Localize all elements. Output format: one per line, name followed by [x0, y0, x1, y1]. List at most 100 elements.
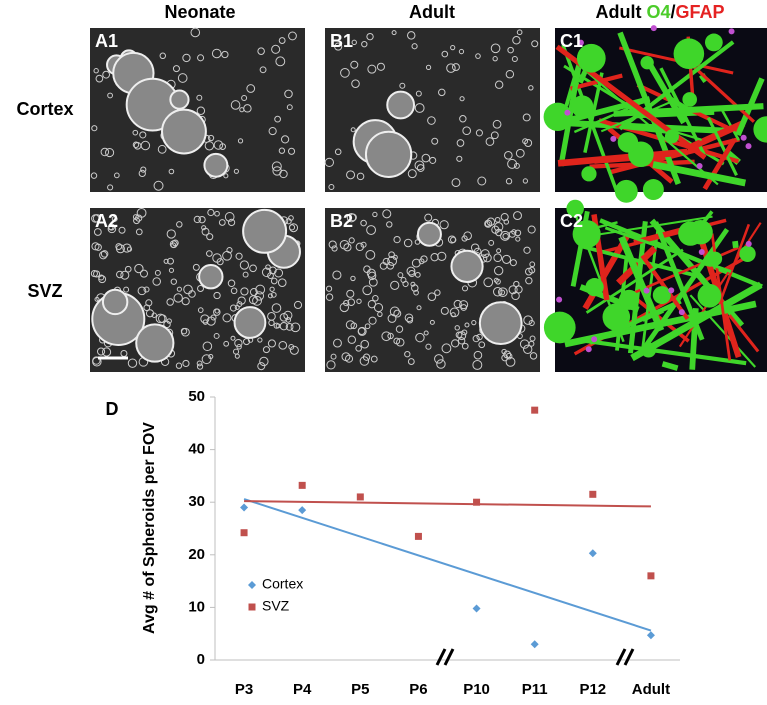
cell	[492, 56, 498, 62]
cell	[340, 68, 350, 78]
cell	[488, 239, 495, 246]
cell	[118, 226, 126, 234]
cell	[367, 64, 377, 74]
cell	[415, 332, 425, 343]
cell	[114, 172, 120, 179]
cell	[286, 104, 293, 111]
cell-body	[566, 199, 584, 218]
cell	[275, 323, 281, 329]
cell	[515, 148, 525, 158]
cell	[183, 284, 193, 295]
stain-prefix: Adult	[595, 2, 641, 22]
point	[356, 493, 364, 501]
cell	[498, 287, 508, 298]
y-tick-label: 50	[188, 388, 205, 405]
process	[618, 235, 665, 332]
cell	[505, 352, 513, 360]
cell-body	[571, 95, 594, 118]
cell	[190, 27, 201, 38]
process	[661, 361, 679, 371]
point	[530, 640, 539, 649]
process	[728, 314, 760, 353]
cell	[154, 269, 161, 276]
cell	[111, 216, 118, 222]
cell-body	[640, 56, 654, 70]
cell	[262, 346, 270, 354]
cell	[123, 286, 130, 293]
cell-body	[642, 179, 664, 201]
process	[582, 338, 747, 366]
cell	[360, 219, 367, 227]
point	[248, 581, 256, 589]
nucleus	[668, 287, 675, 294]
x-tick-label: P12	[579, 681, 606, 698]
cell	[255, 284, 266, 295]
cell	[451, 339, 460, 348]
cell	[278, 147, 286, 154]
cell	[213, 291, 221, 300]
cell	[175, 362, 183, 369]
cell	[206, 233, 214, 241]
cell	[522, 344, 533, 355]
cell	[207, 208, 215, 217]
cell	[413, 289, 419, 296]
cell	[332, 270, 342, 280]
cell	[450, 236, 457, 244]
nucleus	[610, 135, 617, 142]
cell	[98, 275, 107, 284]
cell	[515, 236, 521, 242]
cell	[171, 239, 179, 247]
cell	[163, 320, 171, 329]
cell-body	[739, 245, 756, 262]
process	[585, 248, 684, 314]
cell	[366, 32, 374, 41]
cell	[287, 147, 296, 155]
cell	[143, 286, 150, 293]
cell	[182, 53, 191, 63]
cell	[324, 157, 335, 168]
cell	[351, 79, 360, 88]
cell	[463, 231, 472, 241]
cell	[411, 43, 418, 50]
cell	[267, 293, 273, 299]
chart: 0 10 20 30 40 50 P3 P4 P5 P6 P10 P11 P12 Adult Cortex S…	[188, 388, 680, 698]
cell	[507, 46, 514, 54]
stain-separator: /	[670, 2, 675, 22]
cell-body	[585, 278, 604, 297]
cell	[403, 238, 413, 248]
cell	[424, 213, 433, 222]
cell	[105, 148, 115, 158]
cell-body	[682, 92, 697, 107]
cell	[138, 169, 146, 178]
cell	[265, 264, 271, 270]
cell	[252, 295, 262, 306]
cell	[274, 268, 284, 278]
process	[569, 56, 719, 186]
cell	[484, 219, 493, 228]
column-header: Neonate	[164, 2, 235, 22]
cell	[241, 94, 248, 101]
cell	[216, 258, 224, 266]
cell	[421, 153, 431, 163]
cell	[259, 66, 267, 74]
cell	[513, 162, 520, 169]
cell	[127, 358, 138, 368]
point	[589, 490, 597, 498]
cell	[271, 161, 282, 172]
x-tick-label: P4	[293, 681, 312, 698]
cell	[234, 353, 240, 359]
cell	[346, 170, 356, 180]
cell	[325, 285, 333, 292]
nucleus	[728, 28, 735, 35]
cell	[414, 271, 421, 278]
cell	[471, 320, 477, 326]
cell	[460, 304, 468, 311]
cell	[410, 281, 416, 287]
process	[706, 116, 738, 177]
cell	[212, 253, 222, 263]
cell	[478, 341, 486, 349]
cell	[459, 96, 465, 102]
cell	[528, 85, 534, 91]
spheroid	[198, 264, 224, 290]
cell	[494, 80, 504, 89]
